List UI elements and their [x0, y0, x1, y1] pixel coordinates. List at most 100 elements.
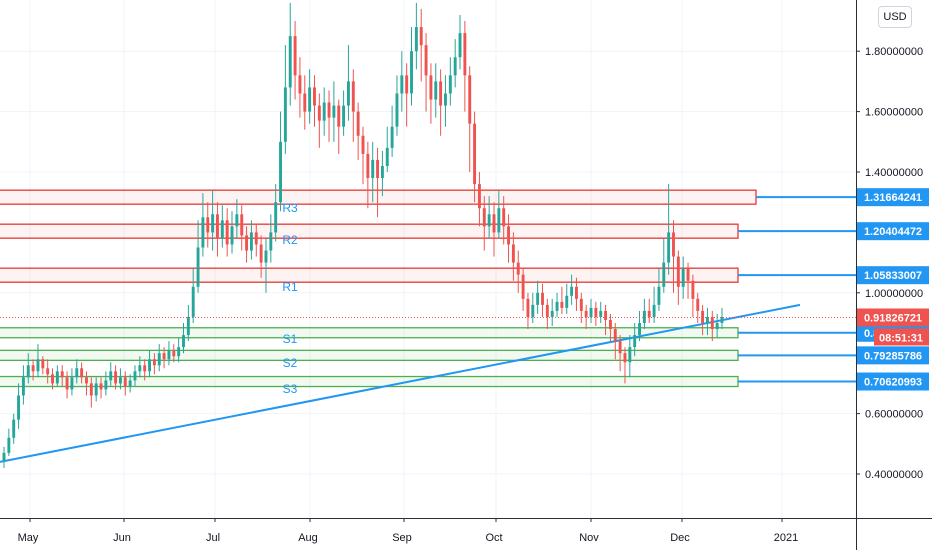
candle-body: [662, 262, 666, 287]
candle-body: [424, 45, 428, 76]
month-label: Sep: [392, 532, 412, 544]
candle-body: [686, 268, 690, 281]
candle-body: [390, 126, 394, 148]
candle-body: [346, 81, 350, 106]
candle-body: [94, 383, 98, 396]
candle-body: [579, 298, 583, 311]
candle-body: [599, 310, 603, 317]
candle-body: [118, 377, 122, 384]
candle-body: [337, 105, 341, 127]
candle-body: [26, 365, 30, 378]
grid: [0, 0, 856, 518]
zone-label: R3: [282, 201, 298, 215]
candle-body: [17, 395, 21, 420]
candle-body: [468, 75, 472, 124]
level-zones: [0, 189, 757, 388]
candle-body: [65, 377, 69, 390]
candle-body: [264, 250, 268, 263]
candle-body: [128, 380, 132, 387]
price-axis[interactable]: 1.316642411.204044721.058330070.86769015…: [856, 0, 929, 550]
candle-body: [245, 235, 249, 251]
candle-body: [710, 316, 714, 330]
candle-body: [463, 33, 467, 76]
candle-body: [2, 452, 6, 462]
candle-body: [604, 310, 608, 320]
candle-body: [60, 371, 64, 378]
support-zone: [0, 327, 739, 339]
candle-body: [487, 214, 491, 227]
candle-body: [448, 75, 452, 94]
candle-body: [507, 226, 510, 245]
candle-body: [46, 368, 50, 375]
candle-body: [385, 147, 389, 166]
candle-body: [293, 36, 297, 76]
candle-body: [405, 75, 409, 94]
resistance-price-label: 1.31664241: [864, 192, 922, 204]
current-price-label: 0.91826721: [864, 312, 922, 324]
time-axis[interactable]: May Jun Jul Aug Sep Oct Nov Dec 2021: [0, 518, 932, 544]
candle-body: [114, 371, 118, 384]
candle-body: [104, 380, 108, 390]
month-label: Nov: [579, 532, 599, 544]
resistance-price-tag: [857, 222, 929, 241]
candle-body: [458, 33, 462, 58]
candle-body: [608, 319, 612, 330]
candle-body: [497, 208, 501, 233]
price-tick-label: 1.00000000: [865, 288, 923, 300]
candle-body: [313, 87, 316, 106]
candle-body: [99, 383, 103, 390]
candle-body: [696, 298, 700, 311]
candle-body: [555, 301, 559, 311]
candle-body: [303, 93, 307, 112]
candle-body: [681, 268, 685, 287]
candle-body: [254, 232, 258, 245]
candle-body: [701, 310, 705, 323]
candle-body: [676, 256, 680, 287]
candle-body: [342, 105, 346, 127]
candle-body: [584, 310, 588, 317]
candle-body: [12, 419, 16, 438]
candle-body: [366, 153, 370, 179]
candle-body: [380, 165, 384, 179]
candle-body: [541, 292, 544, 305]
currency-button[interactable]: USD: [878, 6, 912, 28]
candle-body: [211, 214, 215, 233]
resistance-zone: [0, 223, 739, 239]
candle-body: [550, 310, 554, 317]
support-price-label: 0.79285786: [864, 350, 922, 362]
candle-body: [235, 214, 239, 227]
candle-body: [36, 359, 40, 372]
candle-body: [332, 105, 336, 118]
candles: [2, 2, 724, 468]
candle-body: [516, 262, 520, 275]
month-label: May: [18, 532, 39, 544]
price-tick-label: 0.60000000: [865, 409, 923, 421]
current-price-tag: [857, 308, 929, 327]
candle-body: [327, 102, 331, 118]
candle-body: [216, 214, 219, 239]
zone-label: R2: [282, 233, 298, 247]
candle-body: [191, 286, 195, 317]
candle-body: [623, 353, 627, 363]
candle-body: [434, 81, 438, 100]
candle-body: [429, 75, 433, 100]
candle-body: [439, 81, 443, 106]
candle-body: [269, 232, 273, 251]
candle-body: [186, 316, 190, 336]
candle-body: [531, 304, 535, 317]
candle-body: [109, 371, 113, 381]
candle-body: [672, 232, 675, 257]
zone-label: R1: [282, 280, 298, 294]
candle-body: [667, 232, 671, 263]
trendline-layer: [0, 303, 801, 463]
candle-body: [473, 123, 477, 185]
candle-body: [594, 307, 598, 317]
candle-body: [75, 368, 79, 378]
trendline: [0, 303, 801, 463]
resistance-zone: [0, 267, 739, 283]
candle-body: [51, 374, 54, 384]
month-label: 2021: [774, 532, 798, 544]
candle-body: [526, 298, 530, 317]
